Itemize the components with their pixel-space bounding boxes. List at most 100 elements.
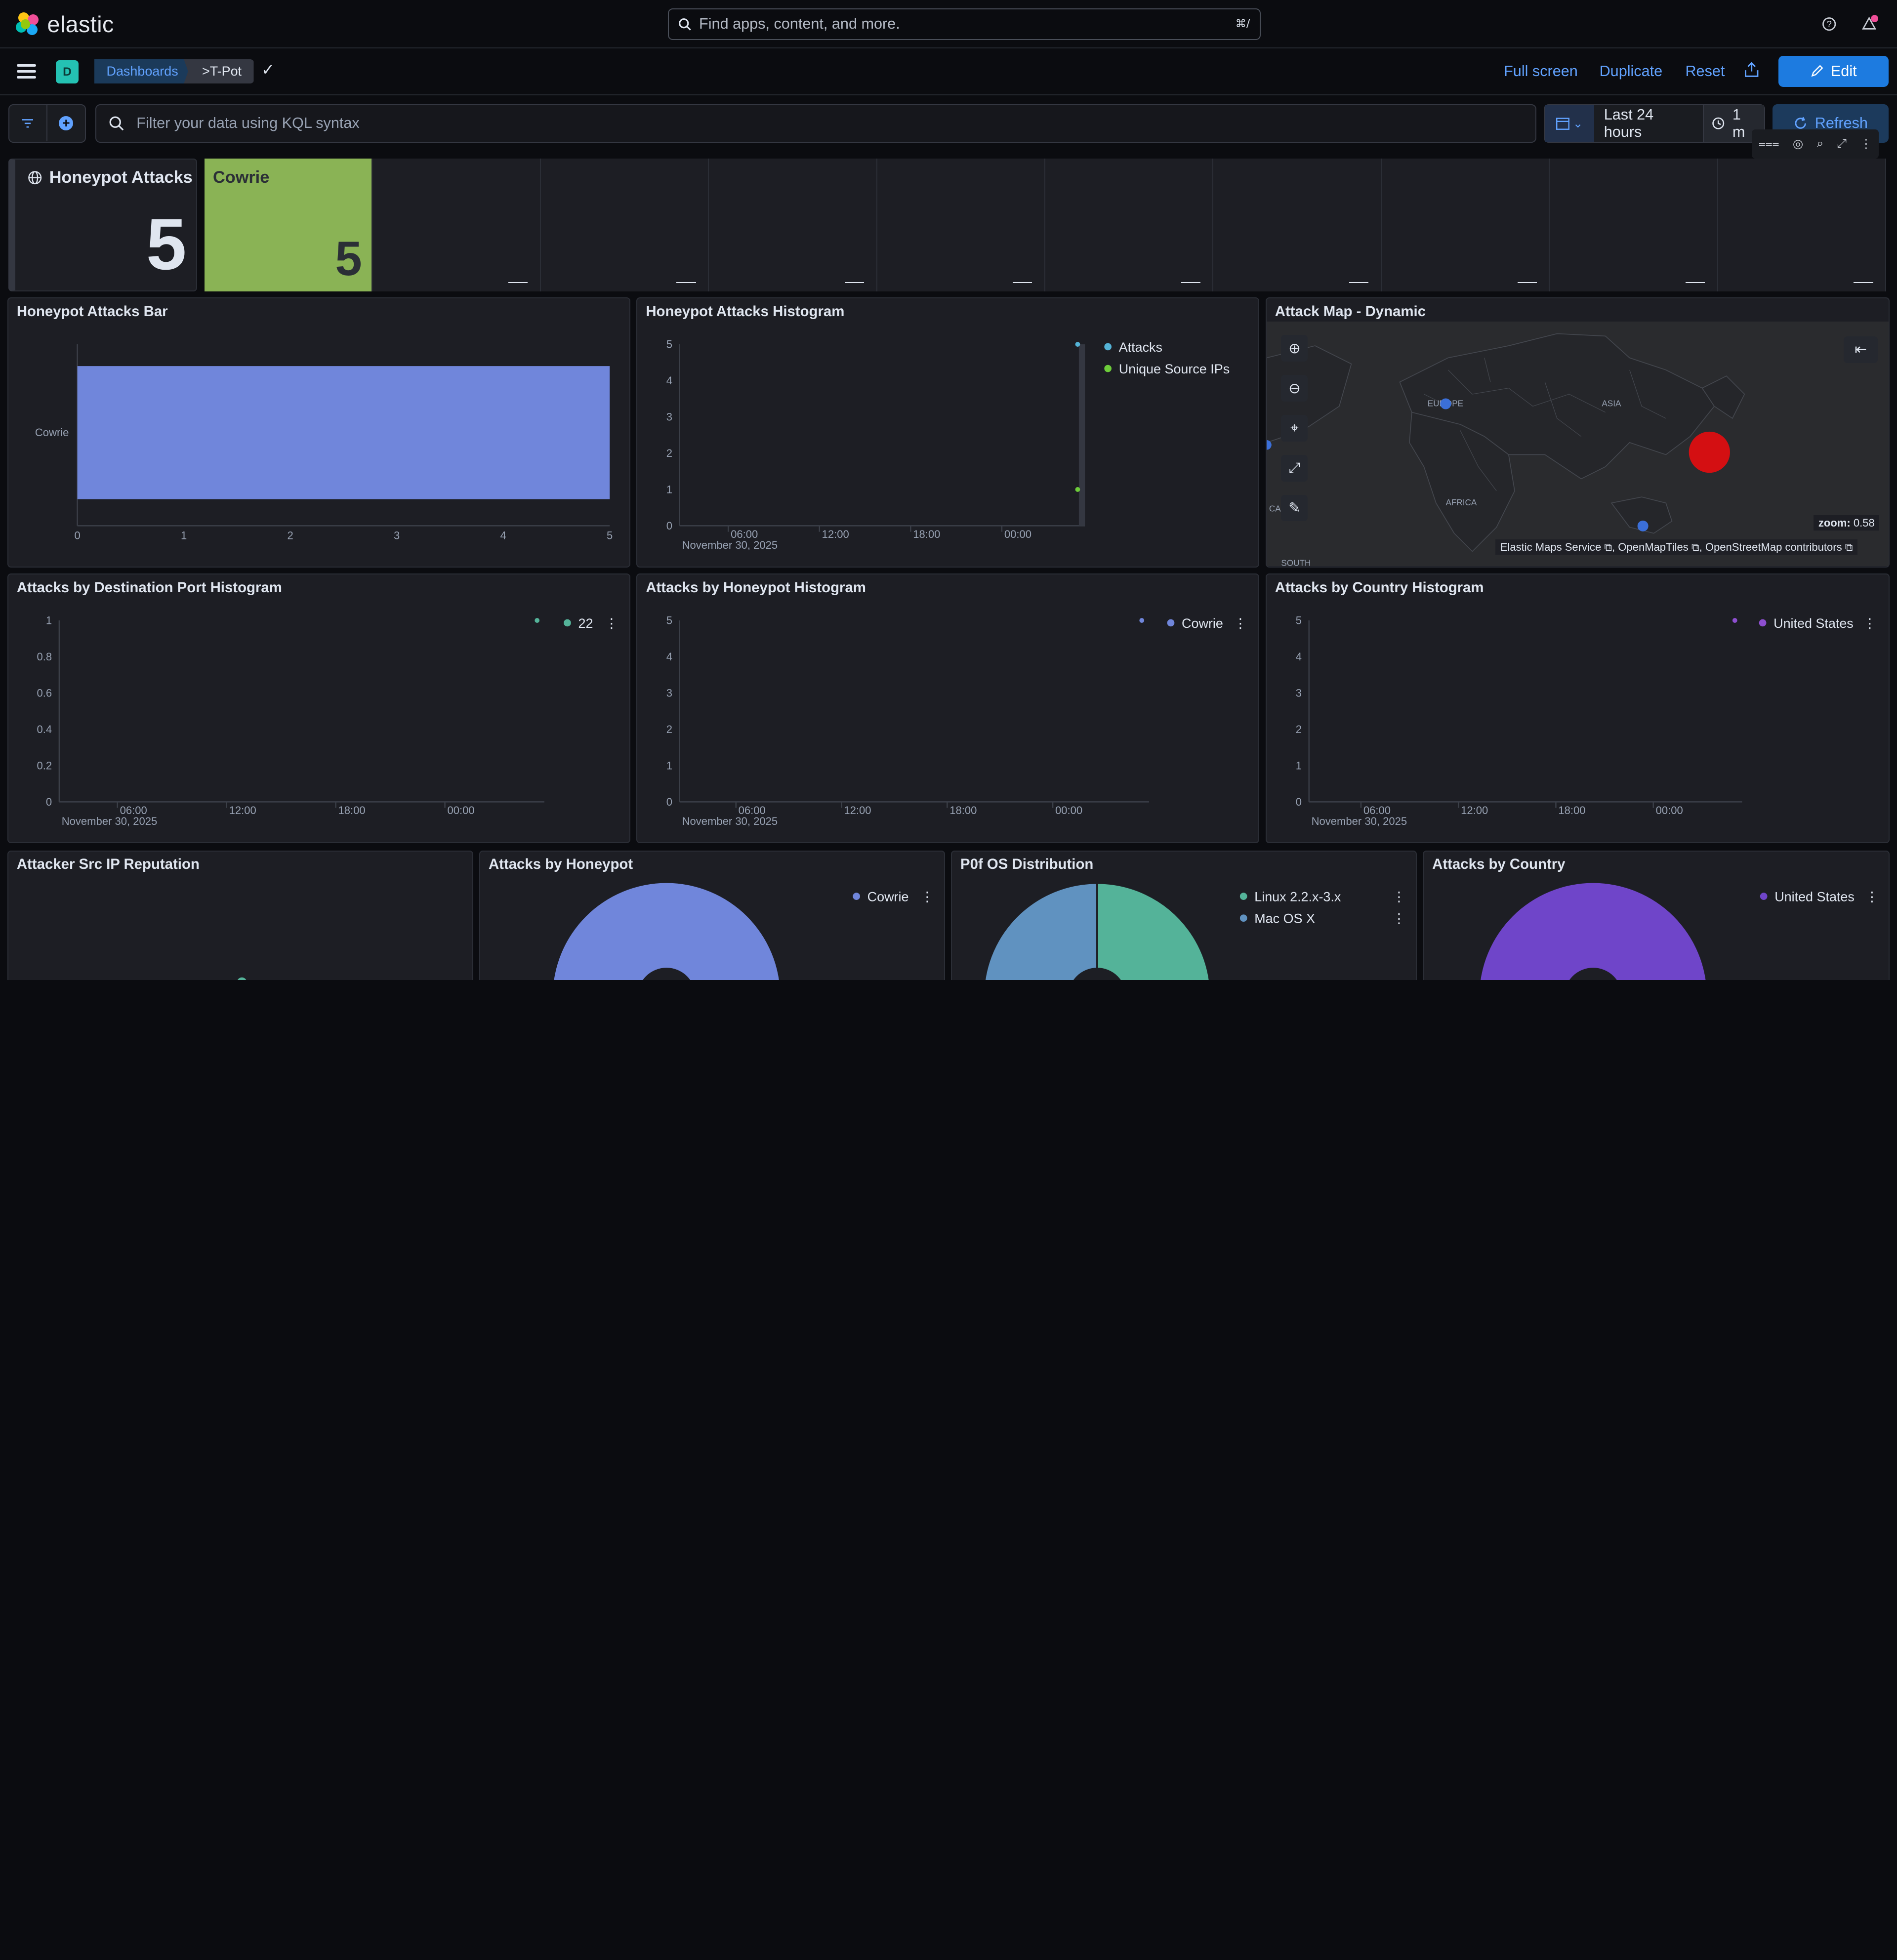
map-zoom-readout: zoom: 0.58 xyxy=(1814,515,1880,531)
y-tick-label: 1 xyxy=(666,484,672,496)
donut-hole xyxy=(1073,967,1121,980)
y-tick-label: 0 xyxy=(666,796,672,808)
legend-options-icon[interactable]: ⋮ xyxy=(920,889,934,904)
y-tick-label: 4 xyxy=(666,374,672,387)
y-tick-label: 0.6 xyxy=(37,687,52,699)
y-tick-label: 5 xyxy=(666,338,672,351)
world-map: EUROPE ASIA AFRICA SOUTH CA xyxy=(1267,333,1745,566)
metric-title: Honeypot Attacks xyxy=(49,167,193,187)
add-filter-button[interactable]: + xyxy=(47,105,85,141)
legend-options-icon[interactable]: ⋮ xyxy=(1863,616,1876,631)
country-histogram-chart: 0 1 2 3 4 5 06:00 12:00 18:00 00:00 November 30, 2… xyxy=(1295,614,1876,827)
search-shortcut: ⌘/ xyxy=(1235,18,1250,31)
refresh-interval[interactable]: 1 m xyxy=(1704,105,1765,142)
legend-options-icon[interactable]: ⋮ xyxy=(1392,911,1405,926)
svg-text:CA: CA xyxy=(1269,504,1281,514)
maximize-icon[interactable]: ⤢ xyxy=(1837,137,1847,151)
news-feed-icon[interactable] xyxy=(1858,13,1880,35)
legend-swatch xyxy=(1759,619,1767,627)
x-tick-label: 4 xyxy=(500,530,506,542)
menu-icon[interactable] xyxy=(17,64,37,79)
metric-tile-cowrie: Cowrie 5 xyxy=(204,158,373,292)
legend-options-icon[interactable]: ⋮ xyxy=(1865,889,1879,904)
y-tick-label: 3 xyxy=(666,411,672,423)
legend-label: United States xyxy=(1774,889,1855,904)
legend-options-icon[interactable]: ⋮ xyxy=(1234,616,1247,631)
space-avatar[interactable]: D xyxy=(55,60,79,83)
edit-button[interactable]: Edit xyxy=(1778,55,1889,87)
layer-control-icon[interactable]: ⇤ xyxy=(1844,336,1878,363)
inspect-icon[interactable]: ⌕ xyxy=(1816,137,1824,151)
y-tick-label: 4 xyxy=(666,651,672,663)
bar-chart: Cowrie 0 1 2 3 4 5 xyxy=(35,344,613,542)
legend-options-icon[interactable]: ⋮ xyxy=(605,616,618,631)
y-tick-label: 4 xyxy=(1295,651,1301,663)
tile-empty-value xyxy=(1181,282,1200,284)
legend-label: Unique Source IPs xyxy=(1119,362,1230,376)
data-point-22 xyxy=(535,617,539,623)
x-tick-label: 0 xyxy=(74,530,80,542)
global-search[interactable]: Find apps, content, and more. ⌘/ xyxy=(667,8,1261,40)
panel-title: Honeypot Attacks Bar xyxy=(16,303,168,320)
filter-menu-button[interactable] xyxy=(9,105,47,142)
x-tick-label: 12:00 xyxy=(822,528,849,540)
more-options-icon[interactable]: ⋮ xyxy=(1860,137,1872,151)
zoom-out-icon[interactable]: ⊖ xyxy=(1281,375,1308,402)
x-tick-label: 18:00 xyxy=(1558,804,1585,817)
reputation-chart xyxy=(237,977,247,980)
zoom-value: 0.58 xyxy=(1853,516,1875,529)
y-tick-label: 1 xyxy=(46,614,52,626)
search-icon xyxy=(679,18,692,31)
metric-tile-empty xyxy=(1550,158,1718,292)
quick-menu-button[interactable]: ⌄ xyxy=(1544,105,1595,142)
y-tick-label: 3 xyxy=(666,687,672,699)
breadcrumb-dashboards[interactable]: Dashboards xyxy=(94,59,193,83)
tile-empty-value xyxy=(1517,282,1537,284)
time-range[interactable]: Last 24 hours xyxy=(1594,105,1704,142)
help-icon[interactable]: ? xyxy=(1818,13,1840,35)
search-placeholder: Find apps, content, and more. xyxy=(699,15,900,33)
share-icon[interactable] xyxy=(1744,62,1759,82)
filter-icon[interactable]: ⩶ xyxy=(1758,137,1779,151)
locate-icon[interactable]: ⌖ xyxy=(1281,414,1308,442)
attribution-ems[interactable]: Elastic Maps Service xyxy=(1500,540,1602,553)
attribution-openmaptiles[interactable]: OpenMapTiles xyxy=(1618,540,1689,553)
pencil-icon xyxy=(1811,65,1823,77)
tools-icon[interactable]: ✎ xyxy=(1281,494,1308,522)
calendar-icon xyxy=(1556,118,1569,130)
panel-honeypot-pie: Attacks by Honeypot Cowrie ⋮ xyxy=(479,850,945,980)
bar-cowrie xyxy=(77,366,610,499)
metric-tile-empty xyxy=(709,158,877,292)
filter-icon xyxy=(22,119,34,128)
x-tick-label: 00:00 xyxy=(1055,804,1082,817)
zoom-in-icon[interactable]: ⊕ xyxy=(1281,335,1308,362)
full-screen-button[interactable]: Full screen xyxy=(1504,63,1578,80)
svg-text:SOUTH: SOUTH xyxy=(1281,558,1311,566)
data-point-unique-source-ips xyxy=(1075,487,1080,492)
fit-bounds-icon[interactable]: ⤢ xyxy=(1281,454,1308,482)
legend-options-icon[interactable]: ⋮ xyxy=(1392,889,1405,904)
panel-honeypot-attacks-bar: Honeypot Attacks Bar Cowrie 0 1 2 3 4 5 xyxy=(7,297,630,568)
x-tick-label: 06:00 xyxy=(120,804,147,817)
x-tick-label: 06:00 xyxy=(1363,804,1390,817)
tile-value: 5 xyxy=(335,231,362,286)
chevron-down-icon: ⌄ xyxy=(1572,117,1583,130)
refresh-label: Refresh xyxy=(1815,115,1868,132)
clock-refresh-icon xyxy=(1712,117,1724,129)
attribution-osm[interactable]: OpenStreetMap contributors xyxy=(1705,540,1842,553)
honeypot-histogram-chart: 0 1 2 3 4 5 06:00 12:00 18:00 00:00 November 30, 2… xyxy=(666,614,1247,827)
data-point-united-states xyxy=(1732,617,1737,623)
attack-map[interactable]: EUROPE ASIA AFRICA SOUTH CA xyxy=(1267,322,1889,567)
reset-button[interactable]: Reset xyxy=(1685,63,1725,80)
map-attribution: Elastic Maps Service ⧉, OpenMapTiles ⧉, … xyxy=(1495,539,1858,555)
metric-tile-empty xyxy=(1045,158,1214,292)
compass-icon[interactable]: ◎ xyxy=(1792,137,1804,151)
kql-input[interactable]: Filter your data using KQL syntax xyxy=(95,104,1537,143)
metric-tile-empty xyxy=(1718,158,1886,292)
bar-category-label: Cowrie xyxy=(35,427,69,439)
elastic-logo[interactable]: elastic xyxy=(15,11,114,38)
duplicate-button[interactable]: Duplicate xyxy=(1599,63,1663,80)
legend-swatch xyxy=(1104,343,1112,351)
tile-empty-value xyxy=(1854,282,1873,284)
